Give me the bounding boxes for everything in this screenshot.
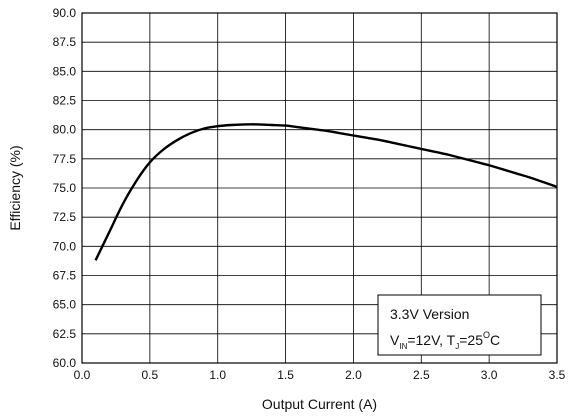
y-tick-label: 67.5 [53,269,77,283]
series-layer [94,123,558,261]
y-tick-label: 75.0 [53,181,77,195]
efficiency-curve [94,123,558,261]
x-tick-label: 0.0 [74,368,91,382]
x-tick-label: 3.0 [481,368,498,382]
y-tick-label: 85.0 [53,64,77,78]
y-tick-label: 87.5 [53,35,77,49]
legend-frame [377,294,542,356]
legend-tj-value: =25 [459,332,483,348]
legend-degree-sup: O [483,330,490,340]
legend-vin-main: V [390,332,400,348]
legend-box: 3.3V Version VIN=12V, TJ=25OC [377,294,542,356]
x-tick-label: 1.0 [209,368,226,382]
y-tick-label: 82.5 [53,94,77,108]
x-tick-label: 0.5 [142,368,159,382]
legend-unit-c: C [490,332,500,348]
y-axis-title: Efficiency (%) [7,145,23,230]
legend-conditions-text: VIN=12V, TJ=25OC [390,330,500,351]
y-tick-label: 77.5 [53,152,77,166]
y-tick-label: 62.5 [53,327,77,341]
x-axis-title: Output Current (A) [262,396,377,412]
legend-vin-value: =12V, T [407,332,455,348]
y-tick-label: 60.0 [53,356,77,370]
legend-tj-sub: J [455,342,459,351]
x-tick-label: 3.5 [549,368,566,382]
x-tick-label: 2.5 [413,368,430,382]
plot-frame [81,12,558,364]
x-tick-label: 2.0 [345,368,362,382]
x-tick-label: 1.5 [277,368,294,382]
legend-vin-sub: IN [399,342,407,351]
y-tick-label: 72.5 [53,210,77,224]
y-tick-label: 80.0 [53,123,77,137]
legend-version-text: 3.3V Version [390,306,469,322]
y-tick-label: 65.0 [53,298,77,312]
y-tick-label: 70.0 [53,239,77,253]
tick-labels: 0.0 0.5 1.0 1.5 2.0 2.5 3.0 3.5 60.0 62.5 65.0 67.5… [53,6,566,382]
y-tick-label: 90.0 [53,6,77,20]
